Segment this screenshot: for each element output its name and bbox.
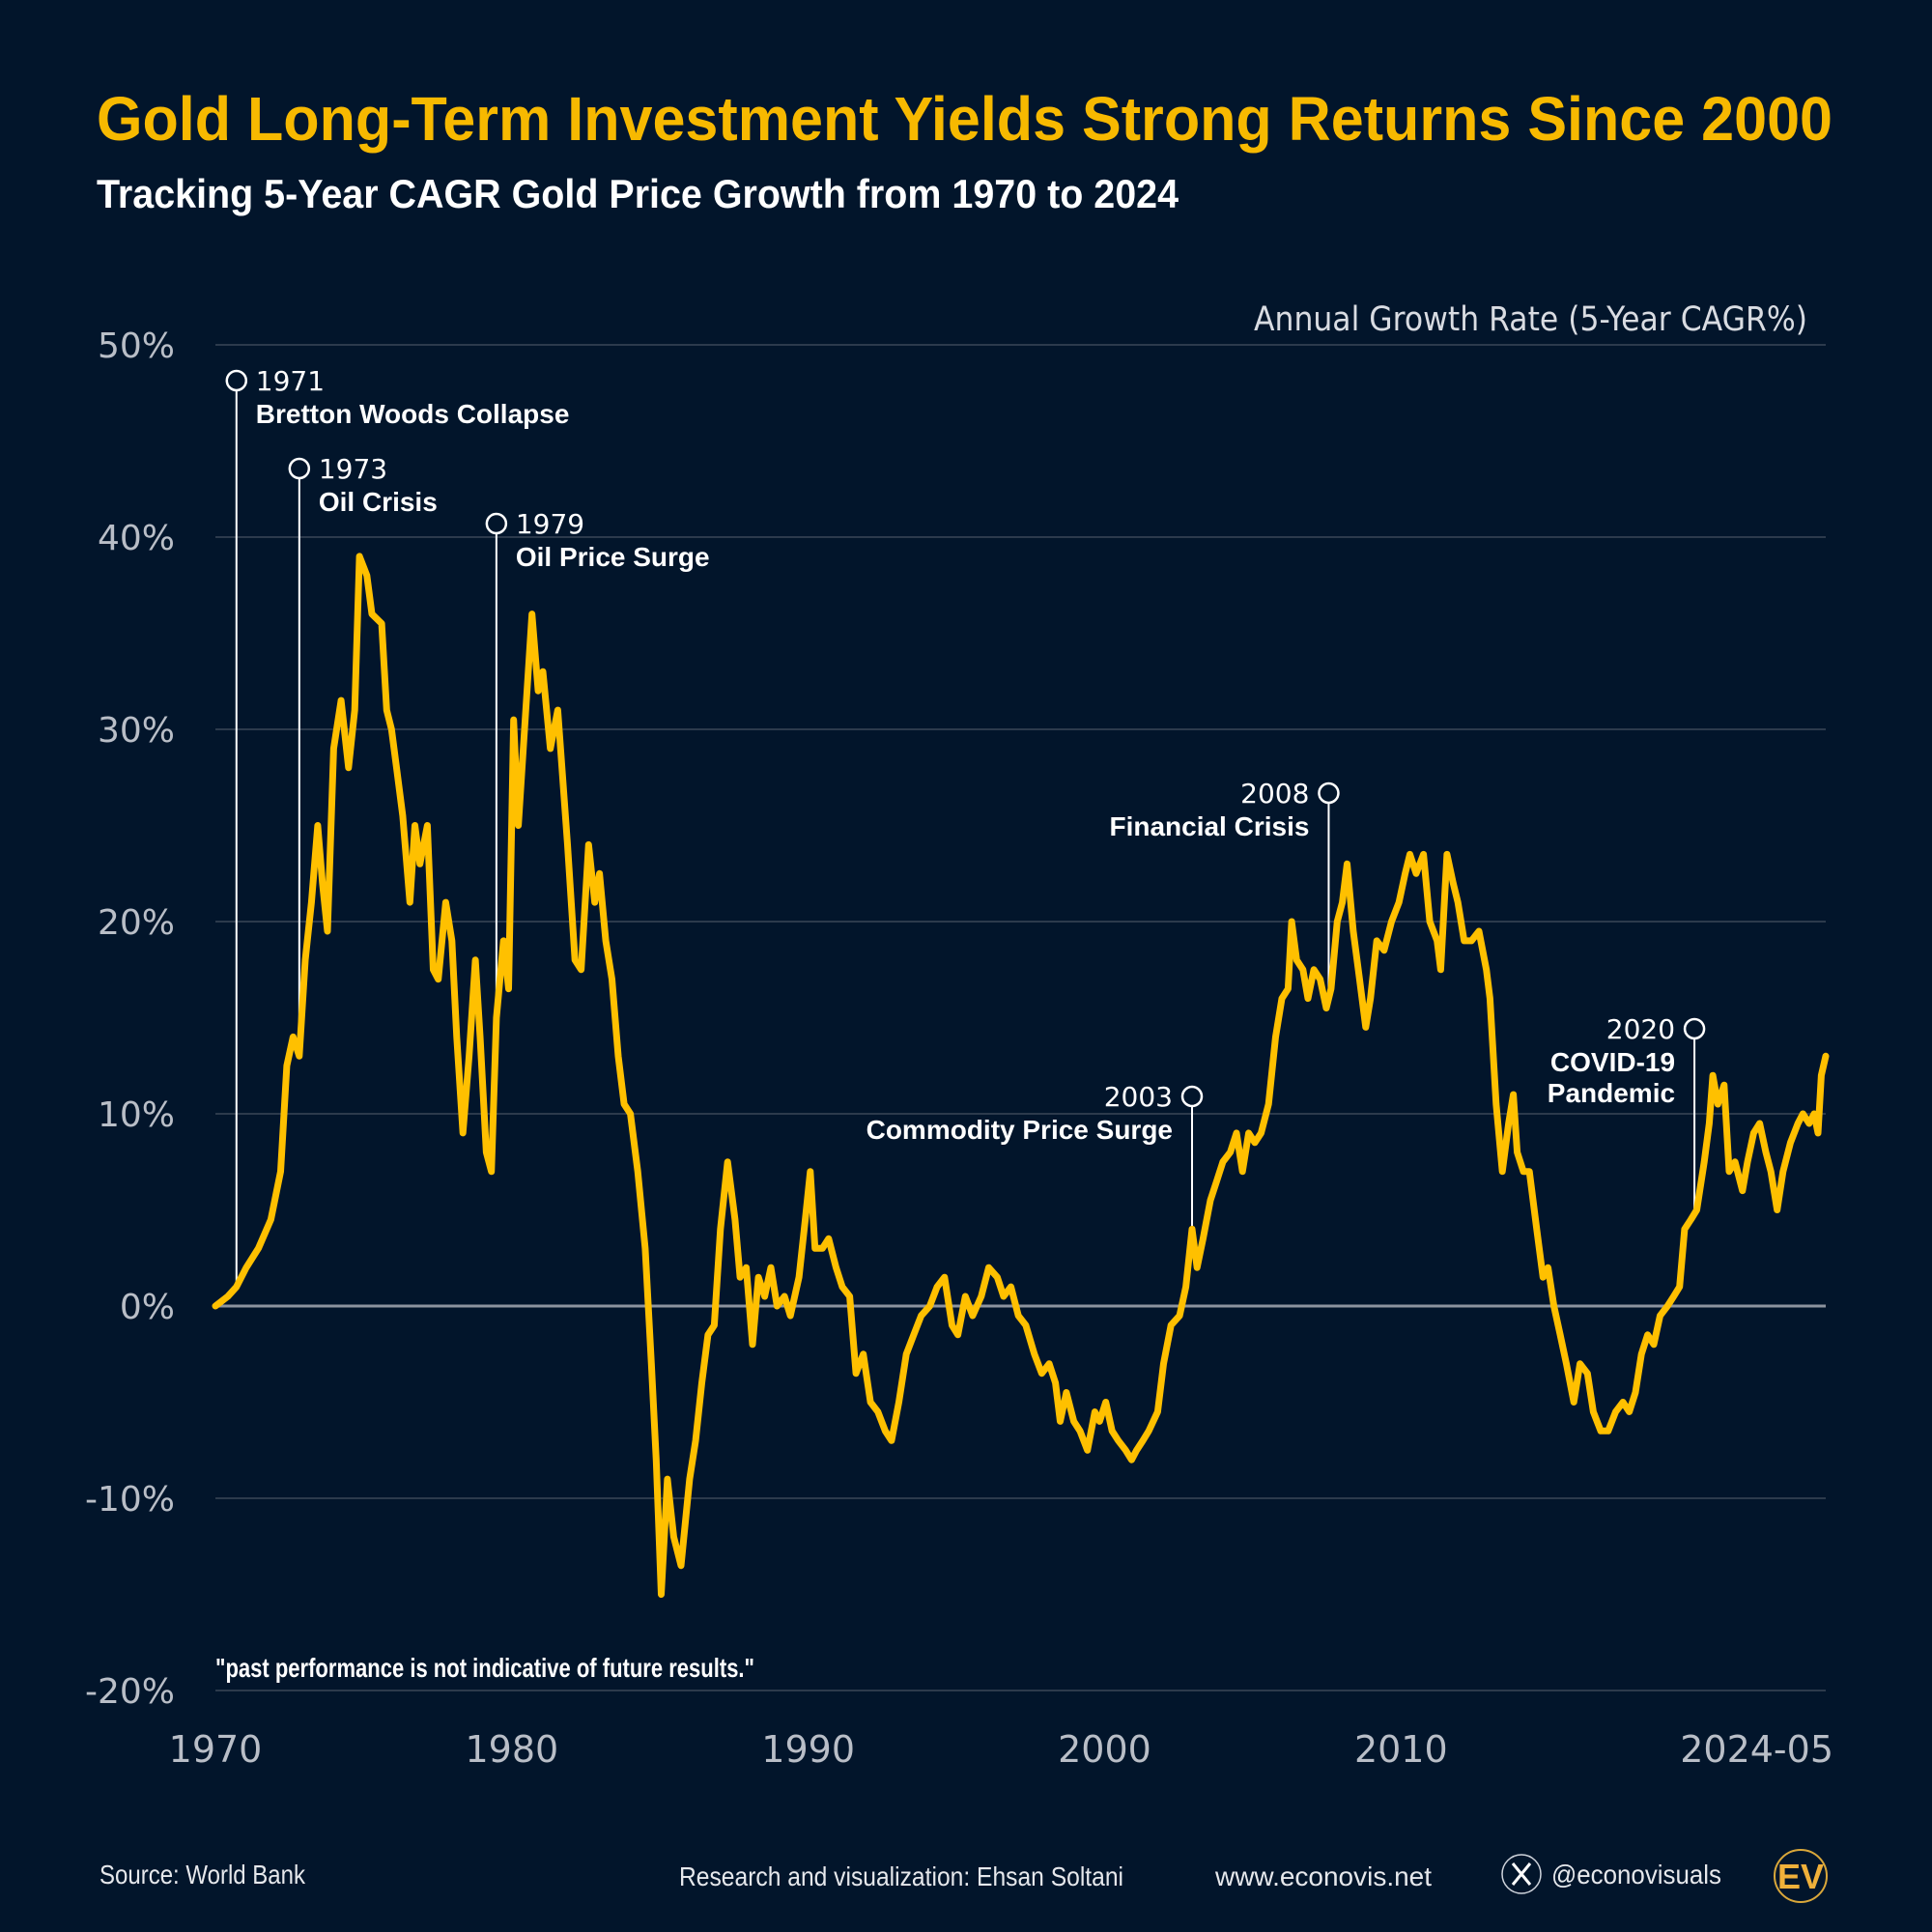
- y-tick-label: -20%: [85, 1672, 175, 1712]
- annotation-marker: [288, 457, 311, 480]
- series-line: [212, 553, 1830, 1598]
- x-tick-label: 1970: [169, 1728, 263, 1771]
- annotation-label: Commodity Price Surge: [867, 1115, 1173, 1145]
- annotation-marker: [485, 512, 508, 535]
- website-link[interactable]: www.econovis.net: [1214, 1861, 1432, 1891]
- x-axis: 1970 1980 1990 2000 2010 2024-05: [169, 1728, 1833, 1771]
- annotation-label: Oil Crisis: [319, 487, 438, 517]
- x-tick-label: 2010: [1354, 1728, 1448, 1771]
- annotation-year: 1979: [516, 508, 584, 540]
- y-tick-label: 30%: [98, 711, 175, 751]
- credit-text: Research and visualization: Ehsan Soltan…: [679, 1861, 1123, 1891]
- ev-logo-text: EV: [1777, 1857, 1824, 1896]
- y-tick-label: -10%: [85, 1480, 175, 1520]
- annotation-year: 2003: [1104, 1081, 1173, 1113]
- chart-title: Gold Long-Term Investment Yields Strong …: [97, 84, 1833, 154]
- y-axis: 50% 40% 30% 20% 10% 0% -10% -20%: [85, 327, 175, 1712]
- footer: Source: World Bank Research and visualiz…: [99, 1849, 1828, 1903]
- x-logo-icon[interactable]: [1501, 1854, 1542, 1894]
- y-tick-label: 10%: [98, 1095, 175, 1135]
- annotation-marker: [1180, 1085, 1204, 1108]
- annotation-year: 2020: [1606, 1013, 1675, 1045]
- annotation-marker: [1318, 781, 1340, 805]
- y-tick-label: 50%: [98, 327, 175, 366]
- annotation-year: 1971: [256, 365, 325, 397]
- y-tick-label: 20%: [98, 903, 175, 943]
- x-tick-label: 1990: [761, 1728, 855, 1771]
- annotation-marker: [1683, 1017, 1706, 1040]
- y-axis-title: Annual Growth Rate (5-Year CAGR%): [1254, 300, 1807, 339]
- annotation-label-line2: Pandemic: [1548, 1078, 1675, 1108]
- y-tick-label: 0%: [120, 1288, 175, 1327]
- annotation-marker: [225, 369, 248, 392]
- annotation-year: 1973: [319, 453, 387, 485]
- annotation-label: Oil Price Surge: [516, 542, 710, 572]
- footnote: "past performance is not indicative of f…: [215, 1653, 754, 1683]
- annotation-year: 2008: [1240, 778, 1309, 810]
- y-tick-label: 40%: [98, 519, 175, 558]
- ev-logo: EV: [1774, 1849, 1828, 1903]
- x-tick-label: 1980: [465, 1728, 558, 1771]
- x-tick-label: 2024-05: [1680, 1728, 1833, 1771]
- source-text: Source: World Bank: [99, 1860, 306, 1889]
- x-tick-label: 2000: [1058, 1728, 1151, 1771]
- annotation-label: Bretton Woods Collapse: [256, 399, 570, 429]
- chart-subtitle: Tracking 5-Year CAGR Gold Price Growth f…: [97, 171, 1179, 216]
- annotation-label: COVID-19: [1550, 1047, 1675, 1077]
- social-handle[interactable]: @econovisuals: [1551, 1860, 1721, 1889]
- annotation-label: Financial Crisis: [1109, 811, 1309, 841]
